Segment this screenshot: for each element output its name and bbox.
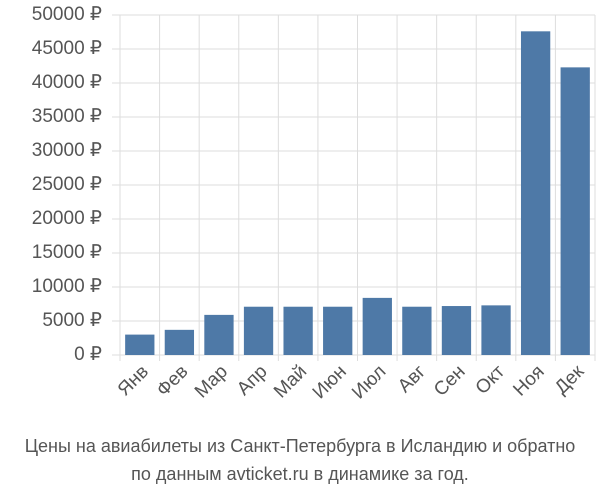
- chart-title: Цены на авиабилеты из Санкт-Петербурга в…: [25, 436, 576, 456]
- y-tick-label: 50000 ₽: [32, 4, 102, 25]
- x-tick-label: Май: [270, 361, 311, 402]
- bar: [204, 314, 234, 355]
- bar: [243, 306, 274, 355]
- x-tick-label: Авг: [394, 361, 430, 397]
- y-tick-label: 0 ₽: [74, 344, 102, 365]
- x-tick-label: Дек: [551, 361, 589, 399]
- y-tick-label: 5000 ₽: [42, 310, 102, 331]
- bar: [520, 31, 551, 355]
- x-tick-label: Июн: [309, 361, 351, 403]
- y-tick-label: 45000 ₽: [32, 38, 102, 59]
- y-tick-label: 20000 ₽: [32, 208, 102, 229]
- x-tick-label: Мар: [191, 361, 232, 402]
- bar: [441, 306, 472, 355]
- chart-subtitle: по данным avticket.ru в динамике за год.: [131, 464, 469, 484]
- x-tick-label: Фев: [153, 361, 193, 401]
- bar: [283, 306, 313, 355]
- bar: [362, 297, 392, 355]
- x-tick-label: Ноя: [509, 361, 548, 400]
- bar: [481, 305, 511, 355]
- bar: [125, 334, 155, 355]
- bar: [560, 67, 590, 356]
- y-tick-label: 15000 ₽: [32, 242, 102, 263]
- y-tick-label: 35000 ₽: [32, 106, 102, 127]
- y-tick-label: 25000 ₽: [32, 174, 102, 195]
- y-tick-label: 10000 ₽: [32, 276, 102, 297]
- x-tick-label: Апр: [233, 361, 272, 400]
- x-tick-label: Янв: [114, 361, 153, 400]
- y-tick-label: 30000 ₽: [32, 140, 102, 161]
- x-tick-label: Сен: [430, 361, 469, 400]
- y-tick-label: 40000 ₽: [32, 72, 102, 93]
- x-tick-label: Июл: [348, 361, 390, 403]
- bar: [164, 329, 195, 355]
- bar: [402, 306, 432, 355]
- x-tick-label: Окт: [472, 361, 510, 399]
- bar: [323, 306, 353, 355]
